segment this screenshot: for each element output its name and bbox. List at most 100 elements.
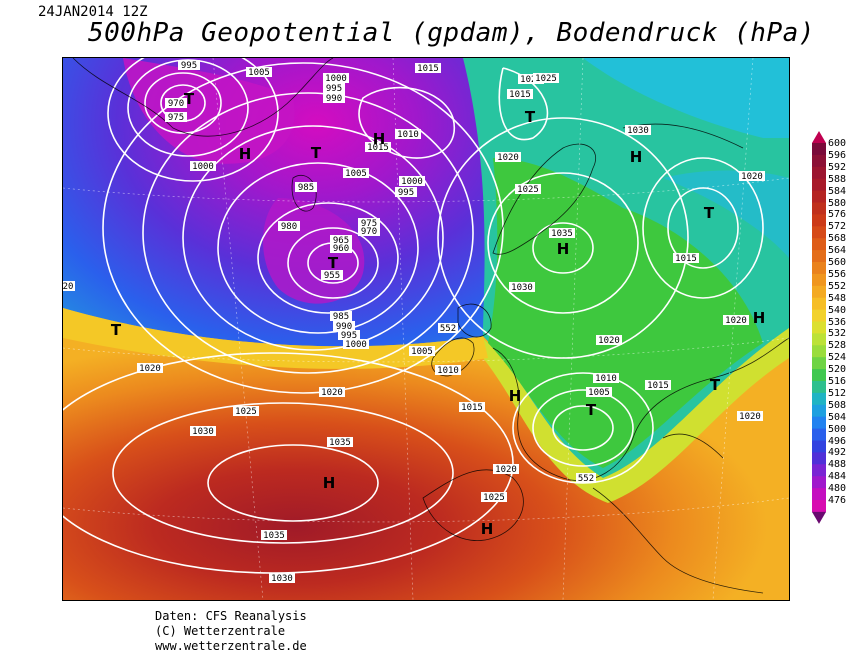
svg-text:1020: 1020 xyxy=(741,172,763,182)
scale-label: 548 xyxy=(828,292,847,304)
lime-band xyxy=(483,328,789,503)
pressure-tag: 995 xyxy=(323,83,345,94)
scale-label: 492 xyxy=(828,447,847,459)
svg-text:1020: 1020 xyxy=(495,465,517,475)
svg-text:552: 552 xyxy=(440,324,456,334)
color-scale xyxy=(812,131,826,530)
svg-text:1025: 1025 xyxy=(517,185,539,195)
svg-text:990: 990 xyxy=(326,94,342,104)
scale-label: 588 xyxy=(828,173,847,185)
pressure-tag: 990 xyxy=(323,93,345,104)
low-marker: T xyxy=(525,108,536,126)
pressure-tag: 1010 xyxy=(593,373,619,384)
pressure-tag: 995 xyxy=(395,187,417,198)
pressure-tag: 985 xyxy=(330,311,352,322)
svg-text:1005: 1005 xyxy=(248,68,270,78)
pressure-tags: 970 975 995 1005 1000 995 990 1000 1015 … xyxy=(63,60,765,584)
scale-label: 512 xyxy=(828,387,847,399)
svg-text:995: 995 xyxy=(181,61,197,71)
pressure-systems: T H T H T T H H T T H T H H T H xyxy=(111,90,765,538)
teal-east xyxy=(663,170,789,258)
pressure-tag: 1035 xyxy=(261,530,287,541)
svg-text:1020: 1020 xyxy=(139,364,161,374)
pressure-tag: 1035 xyxy=(327,437,353,448)
high-marker: H xyxy=(481,520,494,538)
pressure-tag: 975 xyxy=(358,218,380,229)
high-marker: H xyxy=(557,240,570,258)
magenta-core xyxy=(123,58,295,164)
scale-label: 484 xyxy=(828,471,847,483)
pressure-tag: 1005 xyxy=(246,67,272,78)
svg-text:975: 975 xyxy=(168,113,184,123)
scale-swatch xyxy=(812,273,826,287)
pressure-tag: 1020 xyxy=(739,171,765,182)
pressure-tag: 552 xyxy=(576,473,596,484)
high-marker: H xyxy=(373,130,386,148)
svg-text:1030: 1030 xyxy=(271,574,293,584)
svg-text:1025: 1025 xyxy=(483,493,505,503)
svg-text:1015: 1015 xyxy=(417,64,439,74)
scale-swatch xyxy=(812,297,826,311)
svg-text:1035: 1035 xyxy=(329,438,351,448)
svg-text:995: 995 xyxy=(341,331,357,341)
scale-swatch xyxy=(812,464,826,477)
svg-text:1020: 1020 xyxy=(598,336,620,346)
pressure-tag: 1010 xyxy=(435,365,461,376)
credits-copyright: (C) Wetterzentrale xyxy=(155,624,286,638)
credits: Daten: CFS Reanalysis (C) Wetterzentrale… xyxy=(155,609,307,654)
scale-swatch xyxy=(812,154,826,168)
weather-map: 970 975 995 1005 1000 995 990 1000 1015 … xyxy=(62,57,790,601)
pressure-tag: 1025 xyxy=(533,73,559,84)
scale-swatch xyxy=(812,214,826,227)
svg-text:995: 995 xyxy=(398,188,414,198)
svg-text:1035: 1035 xyxy=(551,229,573,239)
scale-swatch xyxy=(812,476,826,489)
pressure-tag: 1000 xyxy=(190,161,216,172)
scale-label: 580 xyxy=(828,197,847,209)
pressure-tag: 1015 xyxy=(673,253,699,264)
scale-swatch xyxy=(812,238,826,251)
pressure-tag: 985 xyxy=(295,182,317,193)
scale-swatch xyxy=(812,357,826,370)
pressure-tag: 1015 xyxy=(459,402,485,413)
scale-swatch xyxy=(812,345,826,358)
svg-text:1015: 1015 xyxy=(675,254,697,264)
pressure-tag: 1025 xyxy=(515,184,541,195)
pressure-tag: 1035 xyxy=(549,228,575,239)
scale-swatch xyxy=(812,416,826,430)
scale-swatch xyxy=(812,250,826,263)
scale-label: 532 xyxy=(828,328,847,340)
pressure-tag: 1015 xyxy=(365,142,391,153)
svg-text:1015: 1015 xyxy=(367,143,389,153)
scale-label: 516 xyxy=(828,376,847,387)
scale-swatch xyxy=(812,452,826,465)
high-marker: H xyxy=(630,148,643,166)
scale-label: 592 xyxy=(828,161,847,173)
low-marker: T xyxy=(710,376,721,394)
pressure-tag: 955 xyxy=(321,270,343,281)
low-marker: T xyxy=(328,254,339,272)
scale-label: 560 xyxy=(828,257,847,268)
scale-label: 572 xyxy=(828,221,847,233)
pressure-tag: 1025 xyxy=(481,492,507,503)
svg-text:1000: 1000 xyxy=(192,162,214,172)
scale-arrow-top xyxy=(812,131,826,143)
pressure-tag: 965 xyxy=(330,235,352,246)
pressure-tag: 1025 xyxy=(233,406,259,417)
scale-swatch xyxy=(812,381,826,394)
pressure-tag: 970 xyxy=(358,226,380,237)
svg-text:955: 955 xyxy=(324,271,340,281)
scale-label: 540 xyxy=(828,304,847,316)
credits-data-source: Daten: CFS Reanalysis xyxy=(155,609,307,623)
scale-label: 596 xyxy=(828,149,847,161)
scale-swatch xyxy=(812,309,826,322)
scale-swatch xyxy=(812,369,826,382)
low-marker: T xyxy=(586,401,597,419)
scale-swatch xyxy=(812,392,826,406)
svg-text:1005: 1005 xyxy=(588,388,610,398)
scale-label: 576 xyxy=(828,209,847,221)
svg-text:1000: 1000 xyxy=(345,340,367,350)
scale-label: 528 xyxy=(828,340,847,352)
pressure-tag: 995 xyxy=(338,330,360,341)
svg-text:985: 985 xyxy=(333,312,349,322)
